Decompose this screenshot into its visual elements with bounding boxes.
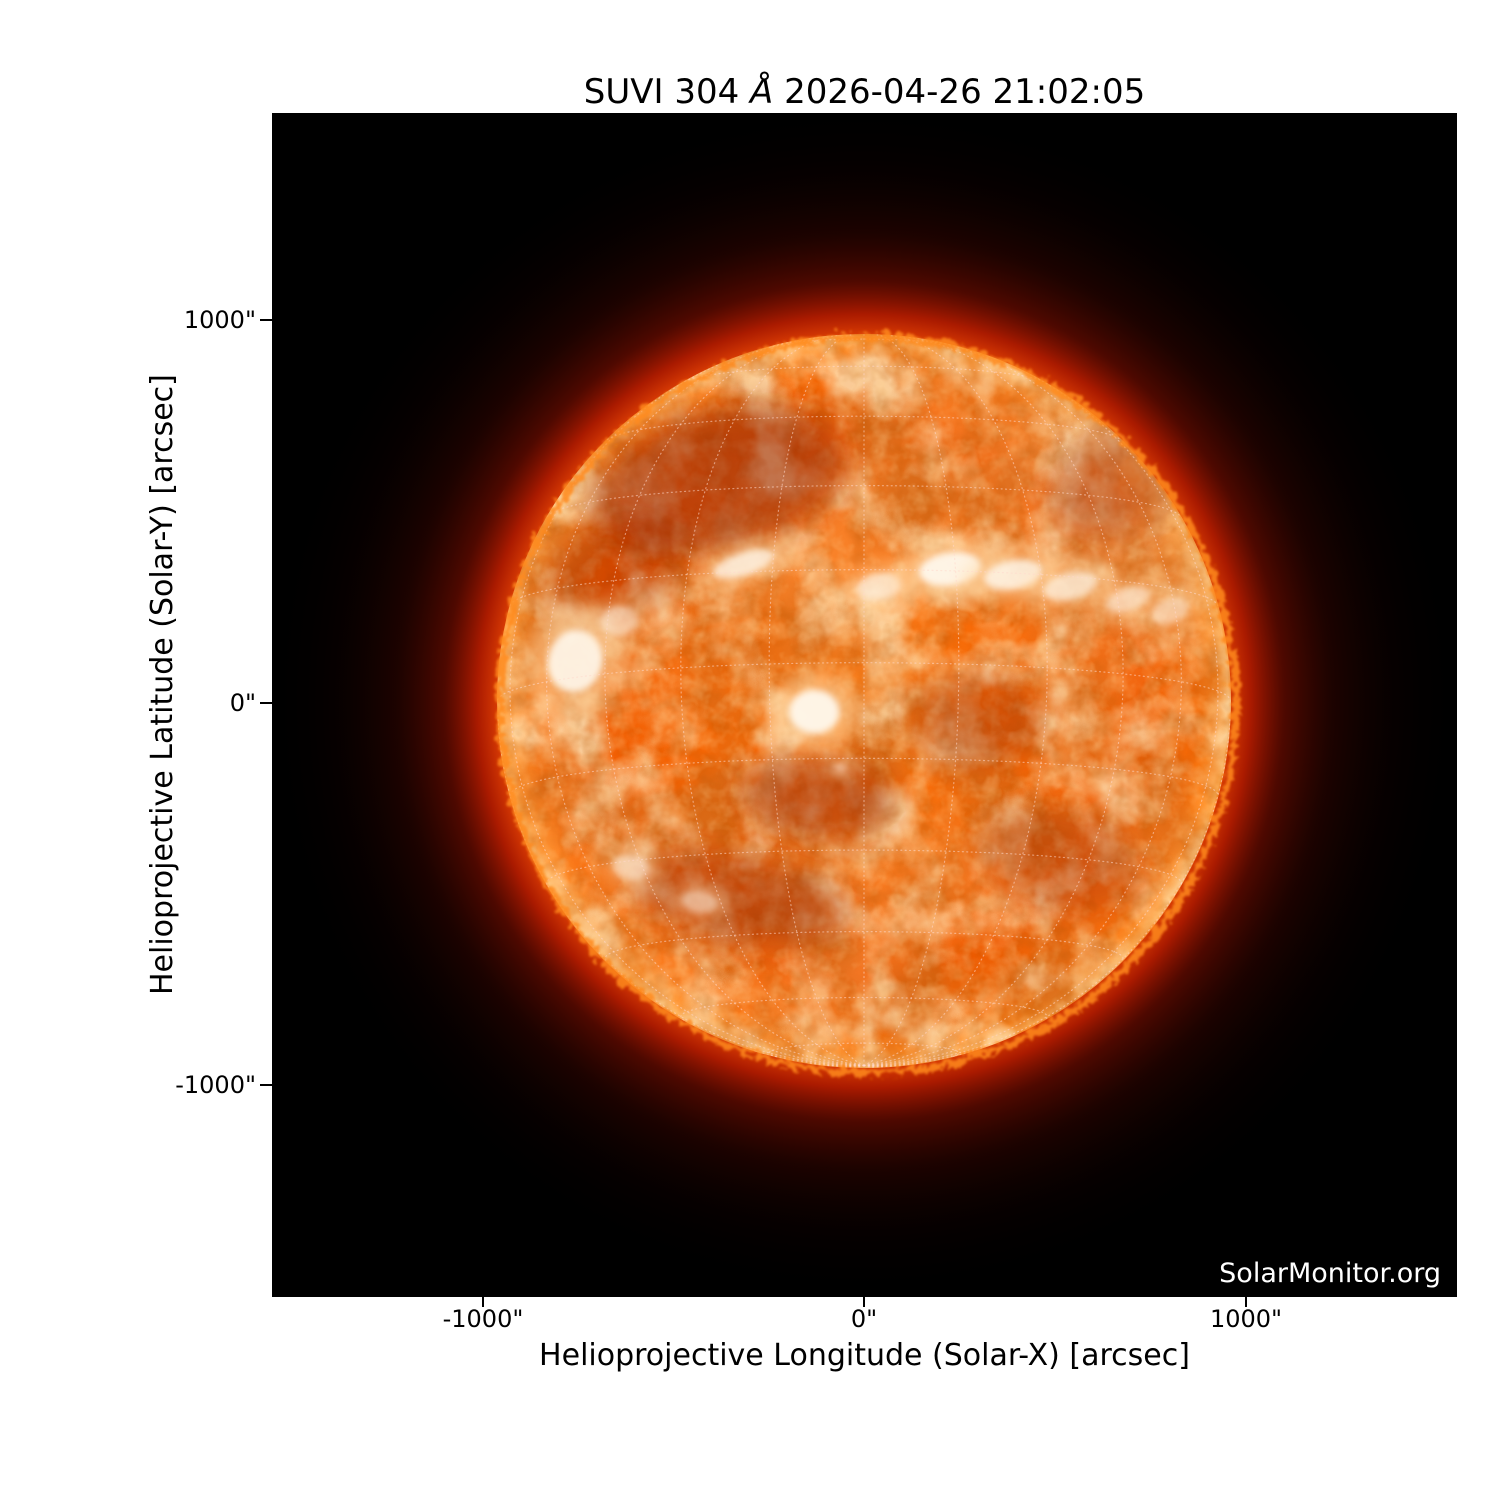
grid-line <box>509 757 1219 796</box>
filament-sw-dark-lane <box>632 850 852 946</box>
title-datetime: 2026-04-26 21:02:05 <box>773 72 1146 112</box>
filament-e-mid-dark <box>545 517 686 624</box>
grid-line <box>863 363 1219 1067</box>
active-region-north-streak <box>713 549 774 579</box>
grid-line <box>545 339 865 1067</box>
grid-line <box>497 662 1231 701</box>
y-tick-mark <box>260 1084 272 1086</box>
y-tick-mark <box>260 319 272 321</box>
x-tick-label: -1000" <box>442 1305 524 1333</box>
y-tick-label: 1000" <box>183 306 256 334</box>
figure-title: SUVI 304 Å 2026-04-26 21:02:05 <box>272 70 1457 114</box>
solar-limb <box>492 329 1236 1073</box>
title-angstrom-symbol: Å <box>750 72 774 112</box>
grid-line <box>684 365 1044 382</box>
grid-line <box>863 334 960 1067</box>
active-region-se-bright-b <box>681 890 718 914</box>
x-tick-label: 1000" <box>1209 1305 1283 1333</box>
active-region-west-limb-AR <box>1151 597 1189 625</box>
grid-line <box>680 334 865 1067</box>
disk-detail <box>497 334 1231 1068</box>
grid-line <box>863 336 1124 1067</box>
active-region-center-companion <box>833 762 847 774</box>
active-region-disk-center-AR <box>789 689 840 734</box>
grid-line <box>606 415 1122 441</box>
active-region-nw-band-a <box>856 572 903 601</box>
grid-line <box>768 334 865 1067</box>
y-tick-label: -1000" <box>175 1071 256 1099</box>
grid-line <box>680 996 1048 1021</box>
sun-image <box>272 113 1457 1297</box>
filament-sw-quadrant-dark <box>980 808 1146 915</box>
grid-line <box>545 849 1183 885</box>
grid-line <box>509 363 865 1067</box>
filament-center-dark-lane <box>741 754 895 840</box>
x-tick-label: 0" <box>850 1305 878 1333</box>
watermark: SolarMonitor.org <box>1219 1258 1441 1289</box>
filament-regions <box>545 404 1192 946</box>
filament-ne-filament-channel <box>590 404 847 554</box>
y-tick-label: 0" <box>229 689 256 717</box>
grid-line <box>863 334 1048 1067</box>
title-prefix: SUVI 304 <box>583 72 751 112</box>
plot-area: SolarMonitor.org <box>272 113 1457 1297</box>
x-tick-mark <box>863 1297 865 1307</box>
grid-line <box>546 485 1182 518</box>
grid-line <box>604 931 1124 962</box>
grid-line <box>863 339 1183 1067</box>
active-region-east-limb-AR <box>547 629 603 693</box>
x-tick-mark <box>482 1297 484 1307</box>
y-tick-mark <box>260 702 272 704</box>
active-region-nw-band-d <box>1043 571 1098 602</box>
x-axis-label: Helioprojective Longitude (Solar-X) [arc… <box>539 1338 1190 1373</box>
x-tick-mark <box>1245 1297 1247 1307</box>
grid-line <box>604 336 865 1067</box>
active-region-east-AR-ext <box>600 606 639 636</box>
filament-w-of-center-dark <box>913 672 1044 768</box>
grid-line <box>768 1042 960 1058</box>
active-regions <box>524 537 1204 924</box>
